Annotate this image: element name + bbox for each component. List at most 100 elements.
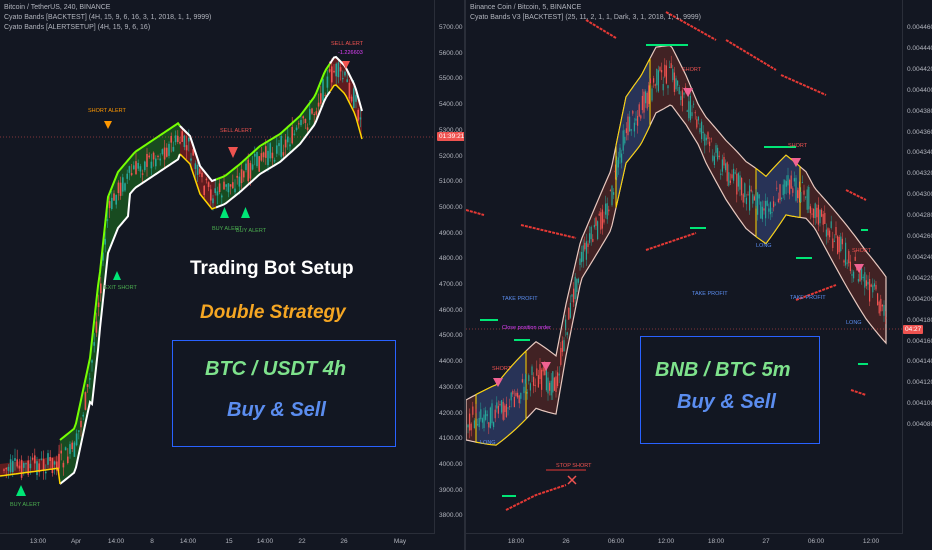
time-tick: 27: [762, 538, 770, 545]
short-label-3: SHORT: [788, 143, 808, 149]
candle-body: [137, 163, 139, 169]
candle-body: [848, 251, 850, 264]
candle-body: [207, 182, 210, 187]
price-tick: 0.0043800: [907, 107, 932, 115]
candle-body: [648, 85, 650, 104]
trail-stop-red: [795, 284, 837, 301]
time-tick: 06:00: [807, 538, 825, 545]
candle-body: [601, 209, 603, 229]
candle-body: [713, 156, 715, 166]
candle-body: [510, 392, 512, 401]
candle-body: [194, 163, 197, 170]
candle-body: [192, 149, 194, 156]
price-tick: 4200.00: [439, 409, 463, 417]
candle-body: [806, 189, 808, 210]
candle-body: [549, 382, 551, 391]
candle-body: [502, 401, 504, 420]
candle-body: [699, 128, 701, 133]
bear-lower-line: [179, 153, 217, 210]
pane-divider[interactable]: [464, 0, 466, 550]
candle-body: [31, 457, 34, 460]
candle-body: [480, 409, 482, 420]
indicator-legend-1[interactable]: Cyato Bands [BACKTEST] (4H, 15, 9, 6, 16…: [4, 14, 212, 21]
candle-body: [712, 155, 714, 161]
price-tick: 4500.00: [439, 332, 463, 340]
candle-body: [790, 175, 792, 189]
candle-body: [617, 157, 619, 168]
buy-alert-bottom-marker: [16, 485, 26, 496]
candle-body: [528, 375, 530, 382]
candle-body: [697, 116, 699, 121]
candle-body: [69, 444, 71, 454]
candle-body: [753, 196, 755, 201]
indicator-legend-1[interactable]: Cyato Bands V3 [BACKTEST] (25, 11, 2, 1,…: [470, 14, 701, 21]
candle-body: [552, 371, 554, 393]
candle-body: [547, 377, 549, 394]
price-scale-right[interactable]: 0.0044600 0.0044400 0.0044200 0.0044000 0.00…: [902, 0, 932, 534]
candle-body: [302, 116, 304, 119]
candle-body: [525, 374, 527, 384]
time-axis-left[interactable]: 13:00 Apr 14:00 8 14:00 15 14:00 22 26 May: [0, 533, 434, 550]
candle-body: [304, 119, 307, 124]
time-tick: 26: [340, 538, 348, 545]
stop-short-x: [567, 475, 577, 485]
candle-body: [645, 91, 647, 104]
btc-chart-canvas[interactable]: [0, 0, 464, 550]
exit-short-label: EXIT SHORT: [104, 285, 137, 291]
bear-band: [0, 440, 60, 484]
candle-body: [501, 400, 503, 413]
candle-body: [513, 396, 515, 408]
candle-body: [53, 461, 56, 465]
candle-body: [119, 182, 122, 196]
candle-body: [622, 130, 624, 151]
candle-body: [141, 173, 144, 175]
candle-body: [111, 197, 113, 209]
indicator-legend-2[interactable]: Cyato Bands [ALERTSETUP] (4H, 15, 9, 6, …: [4, 24, 151, 31]
candle-body: [613, 192, 615, 195]
candle-body: [821, 209, 823, 217]
candle-body: [185, 145, 188, 151]
candle-body: [685, 86, 687, 88]
candle-body: [757, 192, 759, 215]
info-box-pair: BTC / USDT 4h: [205, 358, 347, 380]
candle-body: [657, 70, 659, 92]
bear-lower-line: [329, 84, 363, 140]
bnb-chart-canvas[interactable]: [466, 0, 932, 550]
legend-right: Binance Coin / Bitcoin, 5, BINANCE Cyato…: [470, 3, 701, 23]
price-scale-left[interactable]: 5700.00 5600.00 5500.00 5400.00 5300.00 5200.…: [434, 0, 464, 534]
candle-body: [478, 417, 480, 428]
candle-body: [328, 69, 331, 72]
candle-body: [181, 131, 183, 142]
candle-body: [210, 189, 212, 201]
candle-body: [675, 78, 677, 90]
candle-body: [130, 173, 133, 176]
candle-body: [170, 135, 172, 143]
candle-body: [150, 161, 153, 169]
candle-body: [232, 182, 234, 189]
candle-body: [709, 141, 711, 146]
candle-body: [71, 442, 73, 450]
candle-body: [531, 366, 533, 376]
trail-stop-red: [585, 19, 617, 39]
candle-body: [792, 188, 794, 193]
current-price-badge-left: 01:39:21: [437, 132, 464, 141]
time-axis-right[interactable]: 18:00 26 06:00 12:00 18:00 27 06:00 12:00: [466, 533, 902, 550]
symbol-title[interactable]: Bitcoin / TetherUS, 240, BINANCE: [4, 4, 111, 11]
price-tick: 0.0041800: [907, 316, 932, 324]
take-profit-label-1: TAKE PROFIT: [502, 296, 538, 302]
stop-short-label: STOP SHORT: [556, 463, 592, 469]
candle-body: [313, 114, 315, 116]
candle-body: [62, 462, 65, 468]
info-box-action: Buy & Sell: [227, 399, 326, 421]
candle-body: [701, 121, 703, 140]
candle-body: [665, 65, 667, 84]
candle-body: [814, 203, 816, 219]
candle-body: [606, 203, 608, 220]
candle-body: [60, 450, 62, 454]
symbol-title[interactable]: Binance Coin / Bitcoin, 5, BINANCE: [470, 4, 582, 11]
candle-body: [573, 288, 575, 303]
chart-pane-right[interactable]: Binance Coin / Bitcoin, 5, BINANCE Cyato…: [466, 0, 932, 550]
candle-body: [179, 141, 181, 144]
candle-body: [813, 208, 815, 218]
chart-pane-left[interactable]: Bitcoin / TetherUS, 240, BINANCE Cyato B…: [0, 0, 464, 550]
